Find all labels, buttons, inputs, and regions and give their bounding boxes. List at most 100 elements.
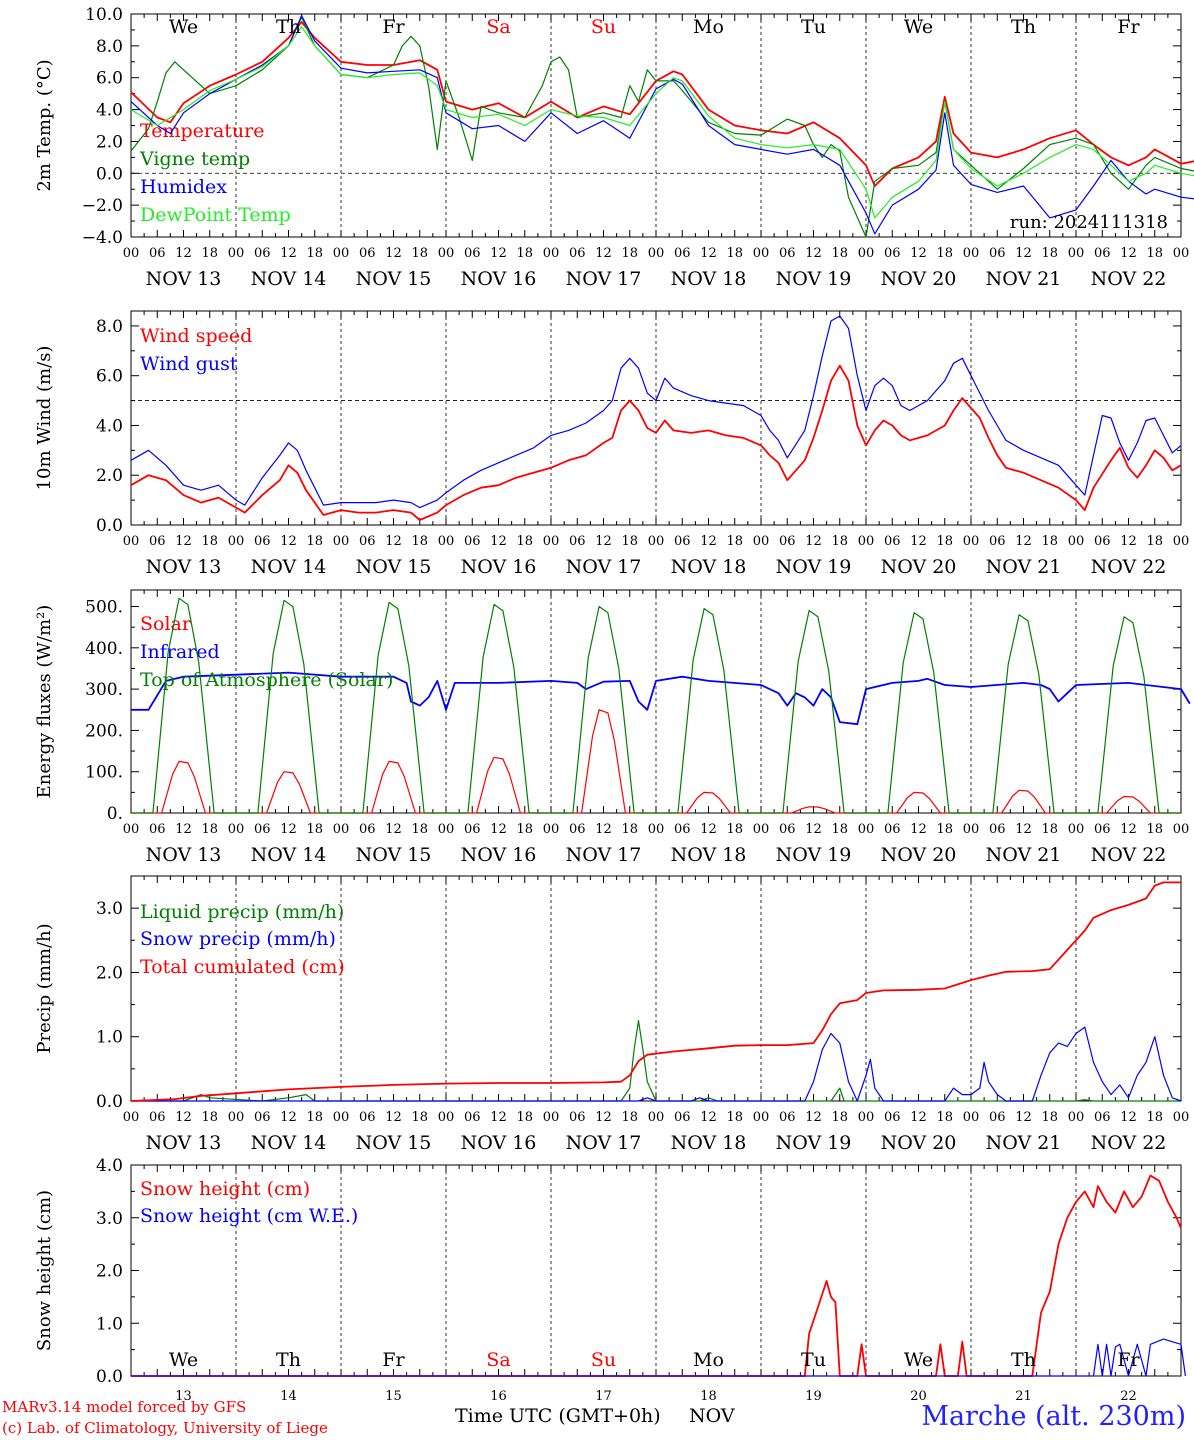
hour-label: 12: [700, 534, 717, 549]
hour-label: 06: [254, 246, 271, 261]
model-credit: MARv3.14 model forced by GFS: [2, 1398, 247, 1416]
y-tick-label: 200.: [85, 721, 123, 741]
legend-entry: Wind gust: [140, 353, 238, 375]
date-label: NOV 20: [881, 268, 957, 290]
hour-label: 00: [543, 246, 560, 261]
y-axis-label: 2m Temp. (°C): [34, 59, 55, 191]
hour-label: 18: [306, 1110, 323, 1125]
y-axis-label: Precip (mm/h): [34, 923, 55, 1053]
hour-label: 18: [1041, 534, 1058, 549]
series-line-snow-height-cm: [131, 1174, 1182, 1377]
hour-label: 00: [753, 534, 770, 549]
y-tick-label: 500.: [85, 598, 123, 618]
legend-entry: Vigne temp: [139, 148, 250, 170]
hour-label: 06: [674, 1110, 691, 1125]
y-tick-label: 300.: [85, 680, 123, 700]
hour-label: 06: [254, 822, 271, 837]
hour-label: 06: [884, 534, 901, 549]
weekday-label: We: [169, 1349, 198, 1371]
hour-label: 18: [516, 246, 533, 261]
date-label: NOV 15: [356, 556, 432, 578]
hour-label: 12: [910, 822, 927, 837]
y-tick-label: 0.0: [96, 1092, 123, 1112]
hour-label: 06: [884, 246, 901, 261]
hour-label: 06: [1094, 822, 1111, 837]
date-label: NOV 13: [146, 556, 222, 578]
hour-label: 06: [464, 822, 481, 837]
hour-label: 12: [700, 822, 717, 837]
hour-label: 18: [831, 822, 848, 837]
hour-label: 00: [963, 246, 980, 261]
hour-label: 00: [228, 534, 245, 549]
day-number-label: 15: [385, 1389, 402, 1404]
date-label: NOV 17: [566, 268, 642, 290]
hour-label: 00: [753, 822, 770, 837]
date-label: NOV 20: [881, 556, 957, 578]
y-tick-label: 3.0: [96, 1209, 123, 1229]
date-label: NOV 16: [461, 844, 537, 866]
y-tick-label: 1.0: [96, 1028, 123, 1048]
hour-label: 12: [595, 246, 612, 261]
date-label: NOV 16: [461, 268, 537, 290]
date-label: NOV 14: [251, 556, 327, 578]
date-label: NOV 16: [461, 1132, 537, 1154]
hour-label: 18: [726, 246, 743, 261]
hour-label: 18: [1041, 1110, 1058, 1125]
hour-label: 12: [175, 822, 192, 837]
y-axis-label: 10m Wind (m/s): [34, 346, 55, 491]
hour-label: 18: [936, 534, 953, 549]
y-tick-label: 2.0: [96, 132, 123, 152]
hour-label: 06: [464, 246, 481, 261]
series-line-humidex: [130, 15, 1194, 235]
y-tick-label: 0.0: [96, 164, 123, 184]
hour-label: 00: [333, 822, 350, 837]
date-label: NOV 20: [881, 1132, 957, 1154]
series-line-wind-gust: [130, 315, 1182, 509]
hour-label: 00: [753, 246, 770, 261]
date-label: NOV 17: [566, 556, 642, 578]
hour-label: 12: [805, 246, 822, 261]
weekday-label: Th: [1011, 1349, 1036, 1371]
hour-label: 18: [411, 822, 428, 837]
date-label: NOV 18: [671, 268, 747, 290]
day-number-label: 16: [490, 1389, 507, 1404]
hour-label: 06: [989, 1110, 1006, 1125]
weekday-label: Fr: [382, 16, 405, 38]
hour-label: 00: [333, 1110, 350, 1125]
hour-label: 18: [1146, 534, 1163, 549]
hour-label: 00: [753, 1110, 770, 1125]
hour-label: 00: [228, 246, 245, 261]
hour-label: 18: [831, 246, 848, 261]
hour-label: 18: [1146, 1110, 1163, 1125]
hour-label: 00: [228, 822, 245, 837]
hour-label: 06: [464, 1110, 481, 1125]
day-number-label: 20: [910, 1389, 927, 1404]
weekday-label: Th: [276, 1349, 301, 1371]
hour-label: 18: [306, 822, 323, 837]
hour-label: 18: [831, 1110, 848, 1125]
hour-label: 06: [359, 1110, 376, 1125]
hour-label: 00: [543, 822, 560, 837]
y-tick-label: 2.0: [96, 466, 123, 486]
y-axis-label: Snow height (cm): [34, 1190, 55, 1351]
hour-label: 06: [254, 534, 271, 549]
legend-entry: Humidex: [140, 176, 227, 198]
hour-label: 18: [936, 822, 953, 837]
hour-label: 00: [1068, 246, 1085, 261]
hour-label: 18: [621, 1110, 638, 1125]
legend-entry: Snow height (cm W.E.): [140, 1205, 358, 1227]
date-label: NOV 22: [1091, 556, 1167, 578]
date-label: NOV 17: [566, 1132, 642, 1154]
month-label: NOV: [689, 1405, 735, 1427]
hour-label: 06: [884, 1110, 901, 1125]
hour-label: 00: [543, 534, 560, 549]
hour-label: 06: [1094, 246, 1111, 261]
hour-label: 18: [726, 1110, 743, 1125]
hour-label: 00: [858, 534, 875, 549]
hour-label: 06: [1094, 534, 1111, 549]
hour-label: 12: [490, 822, 507, 837]
day-number-label: 13: [175, 1389, 192, 1404]
hour-label: 00: [543, 1110, 560, 1125]
hour-label: 18: [411, 246, 428, 261]
